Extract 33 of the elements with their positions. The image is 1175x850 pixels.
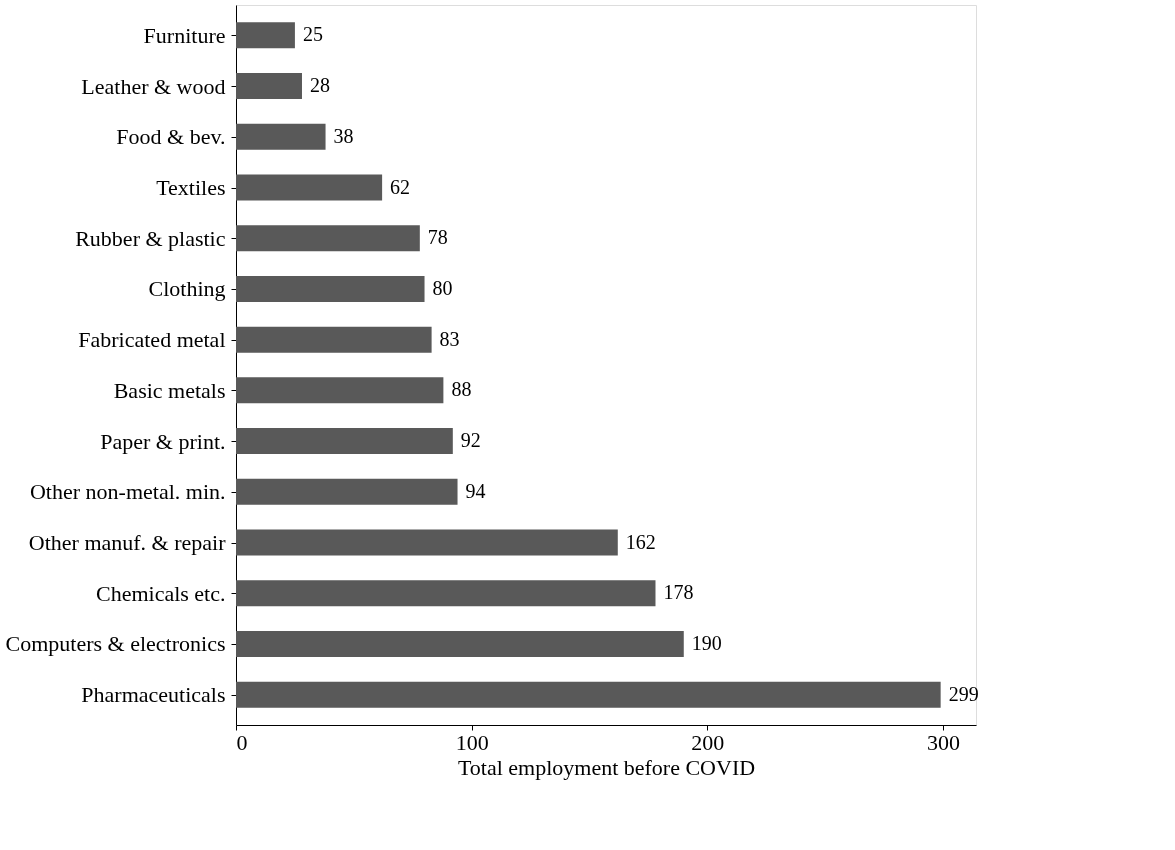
x-tick-label: 100 (455, 729, 489, 755)
data-label: 162 (625, 530, 656, 553)
data-label: 83 (439, 327, 460, 350)
y-tick-label: Chemicals etc. (95, 580, 226, 606)
y-tick-label: Rubber & plastic (75, 225, 226, 251)
data-label: 190 (691, 631, 722, 654)
y-tick-label: Textiles (156, 175, 226, 200)
y-tick-label: Furniture (143, 22, 226, 48)
y-tick-label: Paper & print. (100, 428, 226, 454)
x-tick-label: 0 (236, 729, 248, 755)
data-label: 94 (465, 479, 486, 502)
y-tick-label: Other non-metal. min. (29, 479, 226, 505)
data-label: 92 (460, 429, 481, 452)
data-label: 178 (663, 581, 694, 604)
y-tick-label: Leather & wood (81, 73, 226, 99)
data-label: 80 (432, 276, 453, 299)
y-tick-label: Clothing (148, 276, 226, 302)
data-label: 62 (390, 175, 411, 198)
y-tick-label: Computers & electronics (5, 631, 226, 657)
data-label: 38 (333, 124, 354, 147)
data-label: 25 (302, 23, 323, 46)
data-label: 299 (948, 682, 979, 705)
x-tick-label: 300 (927, 729, 961, 755)
x-axis-title: Total employment before COVID (457, 754, 756, 780)
y-tick-label: Other manuf. & repair (28, 530, 227, 555)
y-tick-label: Pharmaceuticals (81, 682, 226, 708)
data-label: 78 (427, 226, 448, 249)
data-label: 88 (451, 378, 472, 401)
y-tick-label: Food & bev. (116, 124, 226, 150)
data-label: 28 (309, 74, 330, 97)
y-tick-label: Basic metals (113, 377, 226, 403)
x-tick-label: 200 (691, 729, 725, 755)
y-tick-label: Fabricated metal (78, 327, 226, 353)
